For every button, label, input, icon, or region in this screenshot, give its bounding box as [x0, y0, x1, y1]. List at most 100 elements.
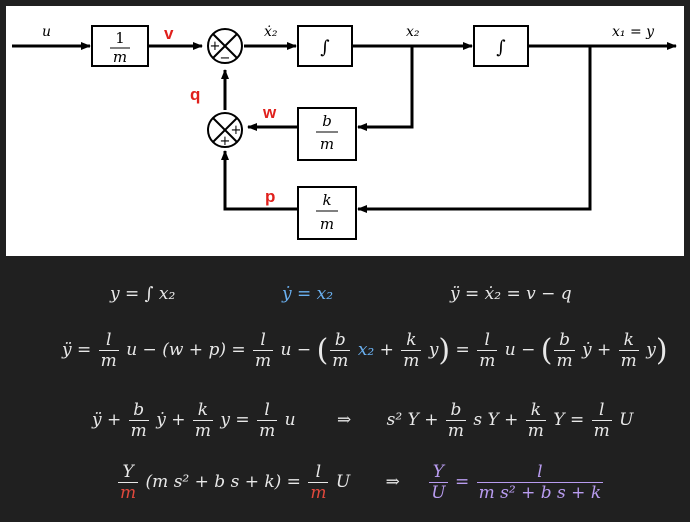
- r3-t8: U: [619, 410, 634, 430]
- r2-t3: x₂: [357, 340, 375, 360]
- r3-frac-1-den: m: [130, 421, 147, 441]
- damping-num: b: [322, 112, 332, 130]
- integrator-block-2: [473, 25, 529, 67]
- wire-x2-feedback: [357, 46, 414, 131]
- block-diagram: 1 m ∫ ∫ b m k m + − + + u ẋ₂ x₂ x₁ = y v…: [6, 6, 684, 256]
- r4-frac-4-den: m s² + b s + k: [478, 483, 602, 503]
- r3-frac-3-den: m: [259, 421, 276, 441]
- damping-den: m: [320, 135, 334, 153]
- r2-t5: =: [455, 340, 470, 360]
- r2-frac-4-num: k: [401, 330, 422, 351]
- spring-num: k: [322, 191, 331, 209]
- r2-frac-6-den: m: [556, 351, 573, 371]
- r4-implies-arrow: ⇒: [385, 472, 400, 492]
- r3-t3: y =: [220, 410, 250, 430]
- r3-t5: s² Y +: [386, 410, 439, 430]
- signal-label-p: p: [265, 187, 275, 206]
- r4-t1: (m s² + b s + k) =: [145, 472, 301, 492]
- r2-frac-7-den: m: [620, 351, 637, 371]
- signal-label-q: q: [190, 85, 200, 104]
- r2-frac-4-den: m: [403, 351, 420, 371]
- signal-label-w: w: [262, 103, 277, 122]
- r3-t7: Y =: [553, 410, 585, 430]
- r2-paren-close-2: ): [655, 333, 668, 368]
- r2-frac-3-num: b: [330, 330, 351, 351]
- r3-frac-2-den: m: [194, 421, 211, 441]
- label-x2: x₂: [406, 24, 420, 40]
- r2-t4: y: [428, 340, 439, 360]
- equation-yddot-text: ÿ = ẋ₂ = v − q: [450, 284, 572, 304]
- equation-ydot-text: ẏ = x₂: [282, 284, 334, 304]
- r2-t2: u −: [280, 340, 312, 360]
- damping-block: [297, 107, 357, 161]
- r3-frac-6-num: l: [591, 400, 612, 421]
- r4-frac-4-num: l: [476, 462, 604, 483]
- r3-t4: u: [284, 410, 296, 430]
- sum1-minus-sign: −: [220, 51, 231, 66]
- equation-y-integral: y = ∫ x₂: [110, 284, 175, 304]
- r4-frac-2-den: m: [310, 483, 327, 503]
- r3-frac-2-num: k: [192, 400, 213, 421]
- r2-paren-close-1: ): [438, 333, 451, 368]
- r2-frac-1-den: m: [100, 351, 117, 371]
- r2-frac-5-num: l: [477, 330, 498, 351]
- r2-t3b: +: [379, 340, 394, 360]
- equation-y-integral-text: y = ∫ x₂: [110, 284, 176, 304]
- r2-frac-1-num: l: [98, 330, 119, 351]
- block-diagram-svg: 1 m ∫ ∫ b m k m + − + + u ẋ₂ x₂ x₁ = y v…: [12, 24, 677, 240]
- integrator-2-symbol: ∫: [496, 37, 506, 58]
- r3-frac-4-num: b: [445, 400, 466, 421]
- r3-t1: ÿ +: [92, 410, 122, 430]
- r3-frac-5-num: k: [525, 400, 546, 421]
- wire-spring-to-sum2: [221, 150, 298, 211]
- wire-y-feedback: [357, 46, 592, 213]
- r4-frac-1-num: Y: [118, 462, 139, 483]
- r2-frac-5-den: m: [479, 351, 496, 371]
- equation-ydot: ẏ = x₂: [282, 284, 333, 304]
- r2-t6: u −: [504, 340, 536, 360]
- gain-block: [91, 25, 149, 67]
- r2-frac-2-num: l: [253, 330, 274, 351]
- r3-frac-3-num: l: [257, 400, 278, 421]
- spring-block: [297, 186, 357, 240]
- r3-implies-arrow: ⇒: [336, 410, 352, 430]
- gain-den: m: [113, 48, 127, 66]
- r3-t2: ẏ +: [156, 410, 186, 430]
- summing-junction-1: [207, 28, 243, 64]
- r2-frac-7-num: k: [618, 330, 639, 351]
- r2-t8: y: [646, 340, 656, 360]
- r3-t6: s Y +: [473, 410, 519, 430]
- equation-yddot: ÿ = ẋ₂ = v − q: [450, 284, 572, 304]
- r2-lhs: ÿ =: [62, 340, 92, 360]
- r4-t3: =: [454, 472, 470, 492]
- r3-frac-5-den: m: [527, 421, 544, 441]
- sum2-plus-bottom-sign: +: [220, 134, 231, 149]
- r3-frac-6-den: m: [593, 421, 610, 441]
- spring-den: m: [320, 215, 334, 233]
- r2-frac-6-num: b: [554, 330, 575, 351]
- r4-frac-1-den: m: [120, 483, 137, 503]
- r2-paren-open-2: (: [540, 333, 553, 368]
- r2-paren-open-1: (: [316, 333, 329, 368]
- label-x2-dot: ẋ₂: [264, 24, 278, 40]
- sum2-plus-right-sign: +: [231, 123, 242, 138]
- output-label: x₁ = y: [612, 24, 655, 40]
- r2-t1: u − (w + p) =: [126, 340, 246, 360]
- r4-frac-3-den: U: [431, 483, 446, 503]
